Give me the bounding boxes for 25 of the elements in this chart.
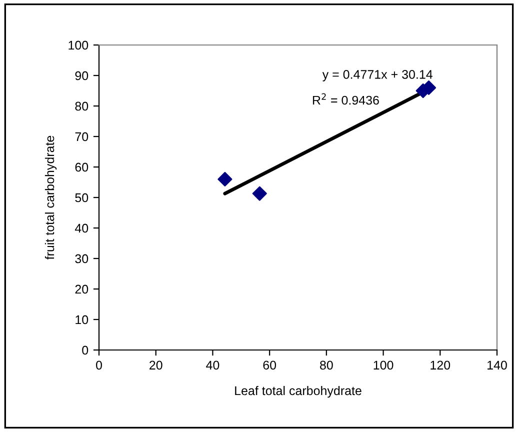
y-axis-title: fruit total carbohydrate	[44, 136, 57, 260]
x-tick-label: 100	[374, 360, 394, 370]
x-tick-label: 40	[206, 360, 220, 370]
y-tick-label: 80	[75, 102, 88, 111]
annotation: R$^{2}$ = 0.9436	[312, 93, 379, 105]
annotation: y = 0.4771x + 30.14	[322, 70, 432, 82]
x-axis-title: Leaf total carbohydrate	[235, 386, 362, 398]
y-tick-label: 90	[75, 71, 88, 80]
x-tick-label: 80	[320, 360, 333, 370]
y-tick-label: 40	[74, 224, 88, 233]
y-tick-label: 100	[68, 40, 88, 50]
y-tick-label: 30	[75, 254, 88, 264]
y-tick-label: 60	[75, 162, 88, 172]
x-tick-label: 0	[96, 360, 102, 370]
x-tick-label: 60	[263, 360, 276, 370]
y-tick-label: 10	[76, 315, 88, 324]
x-tick-label: 20	[150, 360, 162, 370]
x-tick-label: 120	[430, 360, 450, 370]
y-tick-label: 20	[75, 284, 88, 294]
x-tick-label: 140	[488, 360, 507, 370]
y-tick-label: 0	[82, 346, 88, 355]
point	[218, 172, 232, 186]
y-tick-label: 70	[75, 132, 88, 142]
point	[252, 186, 267, 201]
y-tick-label: 50	[75, 193, 88, 202]
